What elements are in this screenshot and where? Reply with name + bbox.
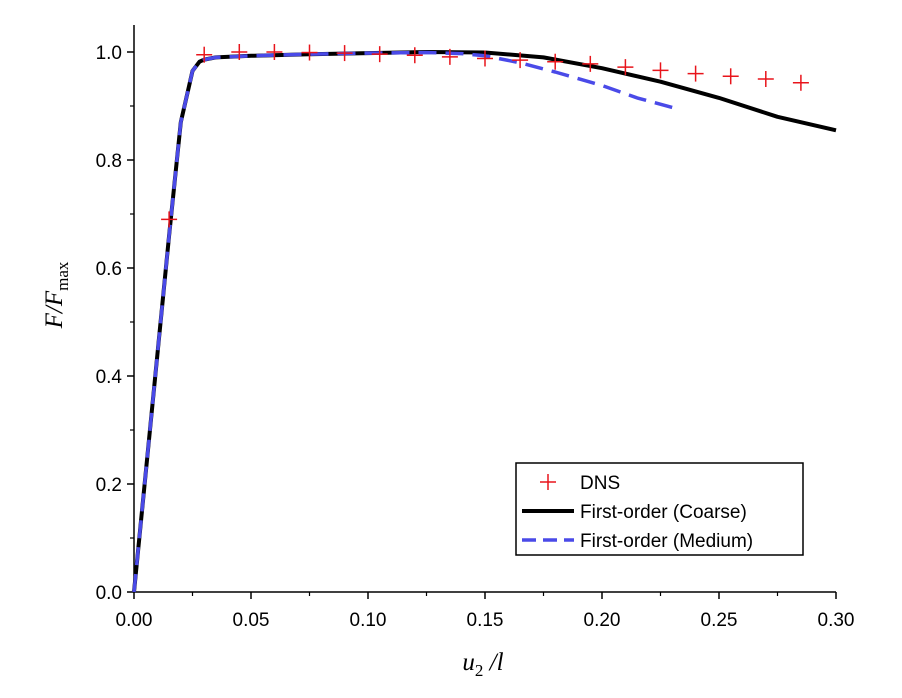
y-tick-label: 0.8	[96, 151, 122, 172]
dns-data-point	[757, 71, 774, 87]
dns-data-point	[266, 44, 283, 60]
dns-data-point	[161, 211, 178, 228]
tick-labels: 0.00 0.05 0.10 0.15 0.20 0.25 0.30 0.0 0.2 0.4 0.6…	[96, 43, 855, 631]
y-tick-label: 0.4	[96, 367, 123, 388]
y-tick-label: 1.0	[96, 43, 122, 64]
x-tick-label: 0.10	[350, 610, 387, 631]
dns-data-point	[371, 46, 388, 63]
x-tick-label: 0.30	[818, 610, 855, 631]
x-axis-title: u2 /l	[462, 649, 503, 680]
dns-data-point	[582, 55, 599, 72]
data-series	[132, 44, 837, 593]
x-axis-suffix: /l	[483, 649, 503, 676]
legend: DNS First-order (Coarse) First-order (Medi…	[515, 462, 804, 556]
dns-data-point	[617, 59, 634, 76]
series-line-coarse	[132, 50, 837, 593]
x-tick-label: 0.25	[701, 610, 738, 631]
x-tick-label: 0.05	[233, 610, 270, 631]
legend-label: DNS	[580, 473, 620, 494]
legend-label: First-order (Coarse)	[580, 502, 747, 523]
dns-data-point	[652, 62, 669, 79]
x-tick-label: 0.00	[116, 610, 153, 631]
axis-ticks	[127, 51, 837, 599]
dns-data-point	[792, 74, 809, 91]
dns-data-point	[336, 45, 353, 62]
y-axis-symbol: F/F	[41, 290, 68, 329]
dns-data-point	[406, 47, 423, 64]
dns-data-point	[687, 65, 704, 82]
dns-data-point	[196, 46, 213, 63]
legend-label: First-order (Medium)	[580, 531, 753, 552]
y-axis-subscript: max	[53, 261, 72, 291]
y-tick-label: 0.0	[96, 583, 122, 604]
x-axis-symbol: u	[462, 649, 475, 676]
dns-data-point	[441, 48, 458, 65]
dns-data-point	[301, 44, 318, 61]
dns-data-point	[231, 44, 248, 60]
x-tick-label: 0.20	[584, 610, 621, 631]
legend-entry: First-order (Coarse)	[522, 502, 747, 523]
dns-data-point	[512, 52, 529, 69]
y-axis-title: F/Fmax	[41, 261, 72, 329]
dns-data-point	[722, 68, 739, 85]
x-tick-label: 0.15	[467, 610, 504, 631]
x-axis-subscript: 2	[475, 661, 484, 680]
legend-entry: First-order (Medium)	[522, 531, 753, 552]
dns-data-point	[477, 50, 493, 67]
legend-entry: DNS	[540, 473, 620, 494]
dns-data-point	[547, 53, 564, 70]
y-tick-label: 0.6	[96, 259, 122, 280]
y-tick-label: 0.2	[96, 475, 122, 496]
